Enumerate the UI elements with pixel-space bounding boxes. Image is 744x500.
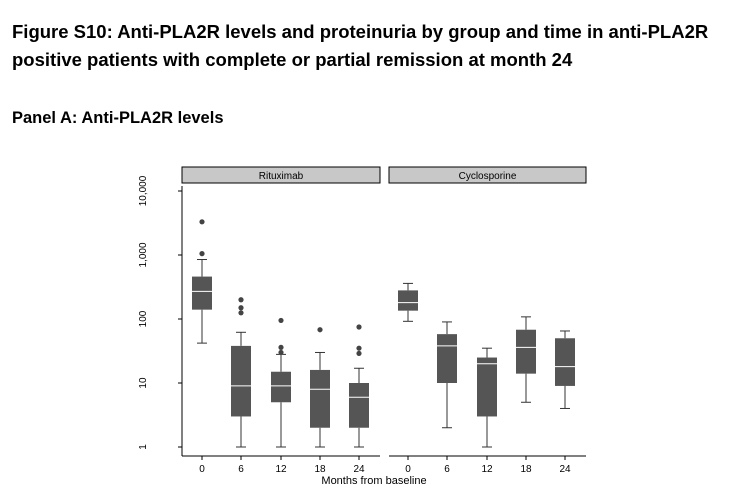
y-tick-label: 1 <box>138 444 149 450</box>
x-tick-label: 18 <box>520 464 532 475</box>
x-tick-label: 18 <box>314 464 326 475</box>
y-axis: 1 10 100 1,000 10,000 <box>138 175 183 456</box>
outlier-point <box>199 219 205 225</box>
box-iqr <box>437 334 457 383</box>
box-iqr <box>231 345 251 417</box>
x-tick-label: 0 <box>199 464 205 475</box>
box-iqr <box>516 329 536 374</box>
outlier-point <box>199 251 205 257</box>
panel-strip <box>181 166 381 184</box>
box-iqr <box>398 290 418 311</box>
chart-panels: Rituximab 0 6 12 18 24 Cyclosporine 0 6 12 18 24 <box>181 166 587 475</box>
panel-title: Panel A: Anti-PLA2R levels <box>12 109 224 127</box>
outlier-point <box>356 324 362 330</box>
outlier-point <box>238 305 244 311</box>
x-tick-label: 6 <box>238 464 244 475</box>
x-tick-label: 6 <box>444 464 450 475</box>
y-tick-label: 10,000 <box>138 175 149 206</box>
x-tick-label: 12 <box>481 464 493 475</box>
outlier-point <box>238 310 244 316</box>
outlier-point <box>356 350 362 357</box>
y-tick-label: 10 <box>138 377 149 389</box>
y-tick-label: 1,000 <box>138 242 149 267</box>
panel-strip <box>388 166 587 184</box>
outlier-point <box>278 344 284 350</box>
x-tick-label: 12 <box>275 464 287 475</box>
x-tick-label: 0 <box>405 464 411 475</box>
panel-strip-label: Rituximab <box>259 171 304 182</box>
x-tick-label: 24 <box>559 464 571 475</box>
box-iqr <box>310 369 330 428</box>
outlier-point <box>317 327 323 333</box>
x-axis-label: Months from baseline <box>321 475 426 487</box>
panel-rituximab: Rituximab 0 6 12 18 24 <box>181 166 381 475</box>
outlier-point <box>238 297 244 303</box>
outlier-point <box>278 317 284 324</box>
figure-title: Figure S10: Anti-PLA2R levels and protei… <box>12 21 709 70</box>
box-iqr <box>555 338 575 386</box>
box-iqr <box>477 357 497 417</box>
panel-cyclosporine: Cyclosporine 0 6 12 18 24 <box>388 166 587 475</box>
box-iqr <box>192 276 212 310</box>
outlier-point <box>278 349 284 356</box>
outlier-point <box>356 345 362 351</box>
y-tick-label: 100 <box>138 310 149 327</box>
panel-strip-label: Cyclosporine <box>459 171 517 182</box>
box-iqr <box>349 383 369 428</box>
box-iqr <box>271 371 291 403</box>
x-tick-label: 24 <box>353 464 365 475</box>
